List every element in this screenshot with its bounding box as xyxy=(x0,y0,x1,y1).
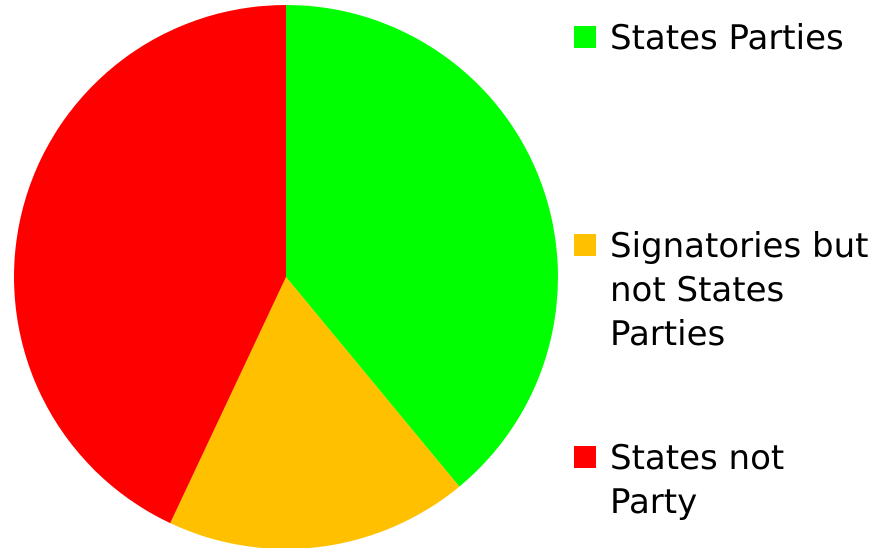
legend-label-signatories: Signatories but not States Parties xyxy=(610,226,869,354)
legend-swatch-signatories xyxy=(574,234,596,256)
pie-slice-signatories-but-not-states-parties xyxy=(170,277,460,548)
pie-slice-states-not-party xyxy=(14,5,287,524)
pie-chart xyxy=(14,5,558,548)
pie-slice-states-parties xyxy=(286,5,558,487)
legend-item-signatories: Signatories but not States Parties xyxy=(574,224,870,356)
legend-item-states-not-party: States not Party xyxy=(574,436,830,524)
legend-swatch-states-parties xyxy=(574,26,596,48)
legend-label-states-not-party: States not Party xyxy=(610,438,785,522)
legend-label-states-parties: States Parties xyxy=(610,18,844,58)
legend-item-states-parties: States Parties xyxy=(574,16,870,60)
legend-swatch-states-not-party xyxy=(574,446,596,468)
